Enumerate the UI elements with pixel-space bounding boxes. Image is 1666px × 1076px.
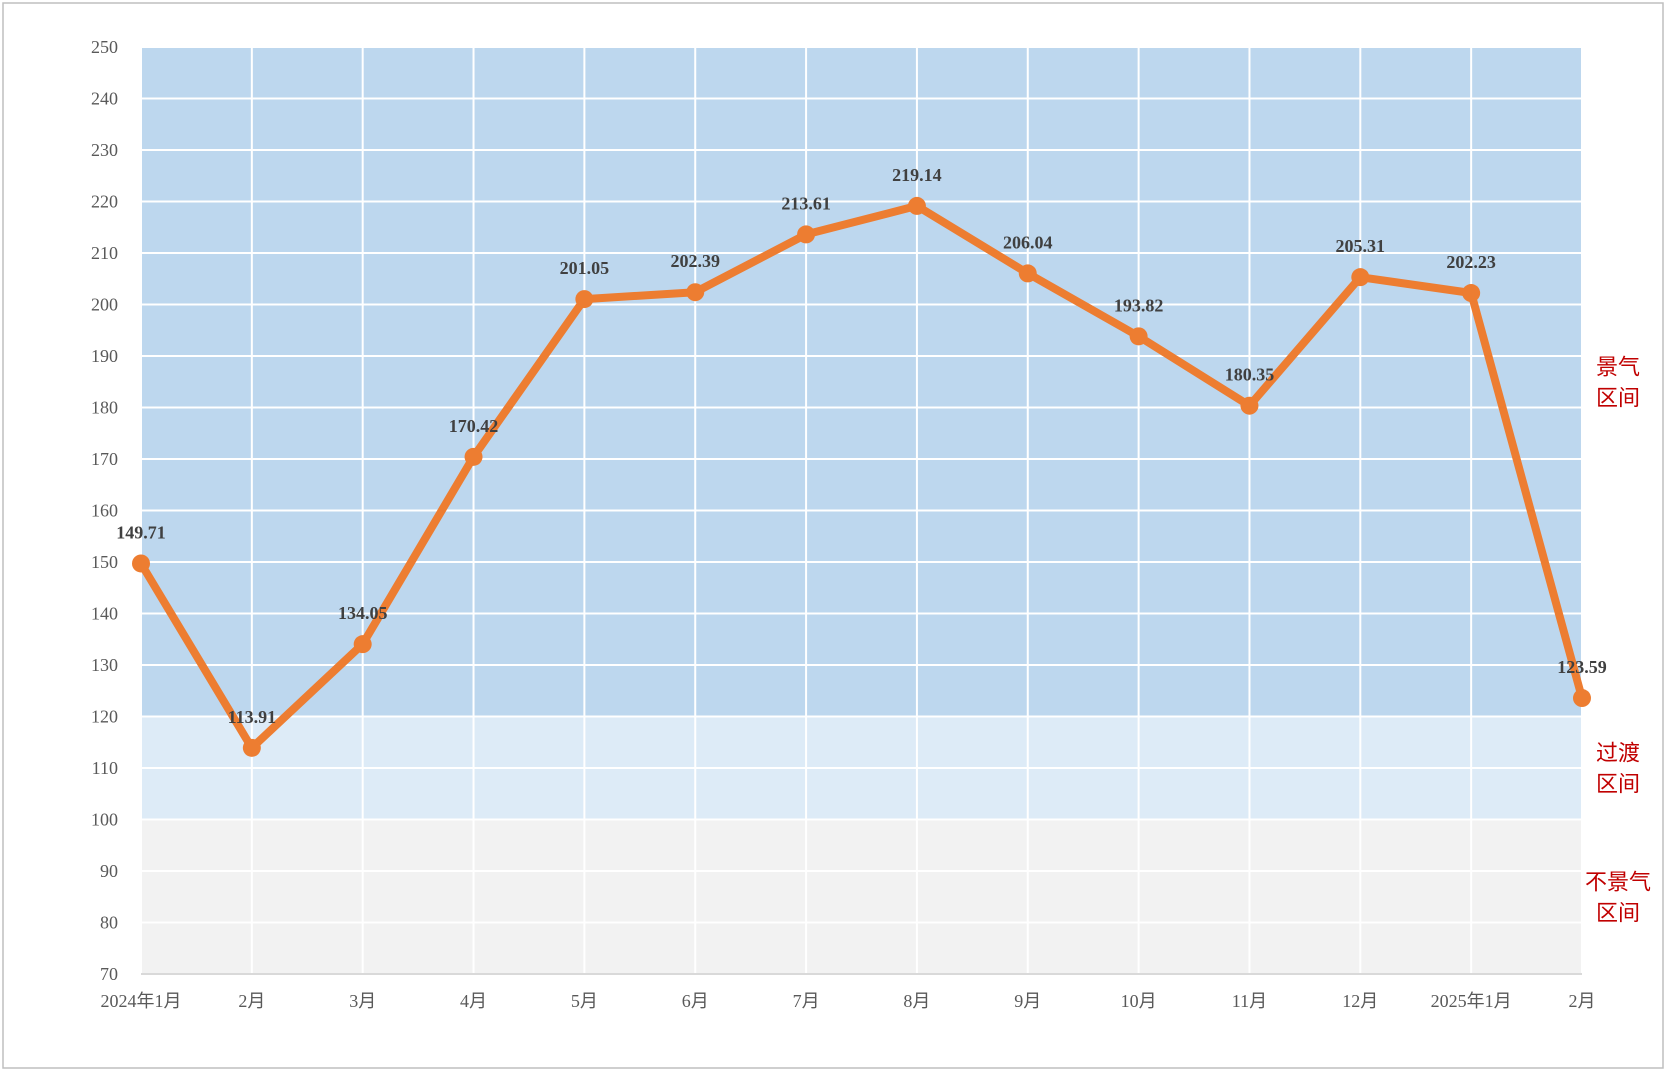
y-tick-label-0: 70	[100, 964, 118, 984]
band-2-label-line-1: 区间	[1596, 900, 1640, 925]
x-tick-label-7: 8月	[903, 991, 930, 1011]
x-tick-label-9: 10月	[1121, 991, 1157, 1011]
data-label-3: 170.42	[449, 416, 499, 436]
data-point-12	[1462, 284, 1481, 303]
data-point-7	[907, 196, 926, 215]
data-label-10: 180.35	[1225, 365, 1275, 385]
y-tick-label-6: 130	[91, 655, 118, 675]
label-layer: 景气区间过渡区间不景气区间149.71113.91134.05170.42201…	[116, 165, 1651, 925]
y-tick-label-17: 240	[91, 89, 118, 109]
data-point-10	[1240, 396, 1259, 415]
data-point-3	[464, 447, 483, 466]
data-label-9: 193.82	[1114, 295, 1164, 315]
x-tick-label-4: 5月	[571, 991, 598, 1011]
y-tick-label-10: 170	[91, 449, 118, 469]
band-1-label-line-0: 过渡	[1596, 741, 1640, 766]
x-tick-label-0: 2024年1月	[101, 991, 182, 1011]
y-tick-label-16: 230	[91, 140, 118, 160]
band-0	[141, 47, 1582, 717]
y-tick-label-14: 210	[91, 243, 118, 263]
data-point-0	[132, 554, 150, 573]
data-label-0: 149.71	[116, 522, 166, 542]
y-tick-label-15: 220	[91, 192, 118, 212]
data-point-5	[686, 283, 705, 302]
x-tick-label-1: 2月	[238, 991, 265, 1011]
data-point-4	[575, 290, 594, 309]
data-point-1	[242, 738, 261, 757]
data-label-1: 113.91	[228, 707, 277, 727]
band-1-label-line-1: 区间	[1596, 772, 1640, 797]
bands-layer	[141, 47, 1582, 974]
data-label-8: 206.04	[1003, 232, 1053, 252]
y-tick-label-3: 100	[91, 810, 118, 830]
x-tick-label-10: 11月	[1232, 991, 1267, 1011]
series-0-line	[137, 201, 1586, 752]
x-tick-label-5: 6月	[682, 991, 709, 1011]
x-tick-label-12: 2025年1月	[1431, 991, 1512, 1011]
data-point-6	[797, 225, 816, 244]
band-2-label-line-0: 不景气	[1585, 869, 1651, 894]
data-point-2	[353, 635, 372, 654]
data-point-9	[1129, 327, 1148, 346]
y-tick-label-2: 90	[100, 861, 118, 881]
y-tick-label-9: 160	[91, 501, 118, 521]
data-label-2: 134.05	[338, 603, 388, 623]
x-tick-label-3: 4月	[460, 991, 487, 1011]
y-tick-label-11: 180	[91, 398, 118, 418]
data-label-4: 201.05	[560, 258, 610, 278]
series-layer	[132, 196, 1591, 757]
y-tick-label-18: 250	[91, 37, 118, 57]
x-tick-label-13: 2月	[1569, 991, 1596, 1011]
y-tick-label-1: 80	[100, 913, 118, 933]
y-tick-label-8: 150	[91, 552, 118, 572]
y-tick-label-4: 110	[92, 758, 118, 778]
grid-layer	[140, 46, 1583, 974]
x-tick-label-6: 7月	[793, 991, 820, 1011]
y-tick-label-5: 120	[91, 707, 118, 727]
data-label-5: 202.39	[670, 251, 720, 271]
x-tick-label-11: 12月	[1342, 991, 1378, 1011]
data-label-6: 213.61	[781, 193, 831, 213]
band-2	[141, 819, 1582, 974]
data-label-13: 123.59	[1557, 657, 1607, 677]
y-tick-label-12: 190	[91, 346, 118, 366]
y-tick-label-13: 200	[91, 295, 118, 315]
data-label-12: 202.23	[1446, 252, 1496, 272]
data-label-7: 219.14	[892, 165, 942, 185]
data-point-11	[1351, 268, 1370, 287]
data-label-11: 205.31	[1336, 236, 1386, 256]
data-point-8	[1018, 264, 1037, 283]
band-0-label-line-1: 区间	[1596, 385, 1640, 410]
y-tick-label-7: 140	[91, 604, 118, 624]
x-tick-label-8: 9月	[1014, 991, 1041, 1011]
x-tick-label-2: 3月	[349, 991, 376, 1011]
band-0-label-line-0: 景气	[1596, 354, 1640, 379]
data-point-13	[1573, 689, 1591, 708]
axis-layer: 70 80 90 100 110 120 130 140 150 160 170 180 190 200 2…	[91, 37, 1596, 1011]
